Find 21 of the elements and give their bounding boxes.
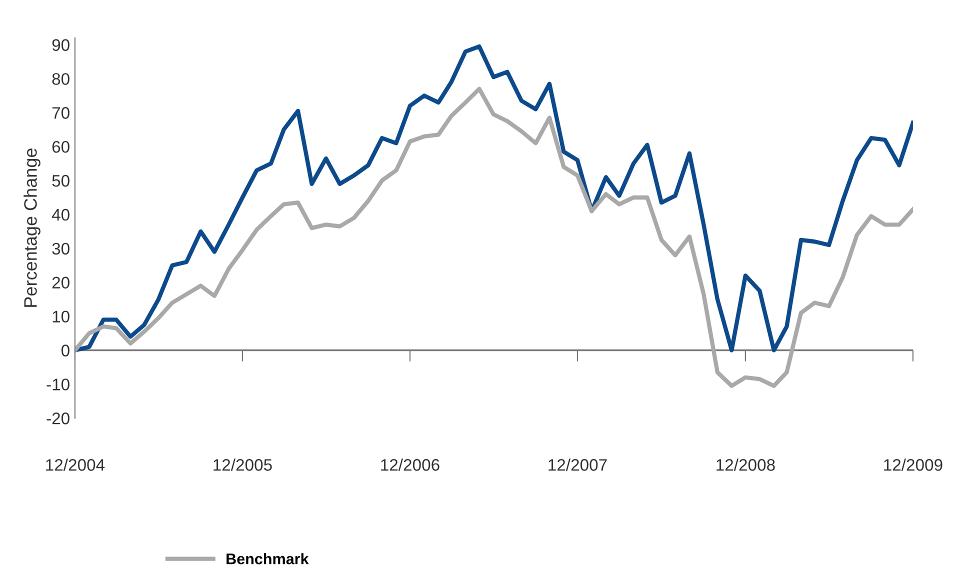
x-tick-label: 12/2009 bbox=[884, 458, 942, 471]
line-series bbox=[74, 86, 913, 388]
y-tick-label: 50 bbox=[52, 174, 70, 187]
x-tick-label: 12/2006 bbox=[381, 458, 440, 471]
y-tick-label: 60 bbox=[52, 140, 70, 153]
y-tick-label: 80 bbox=[52, 73, 70, 85]
x-tick-label: 12/2008 bbox=[716, 458, 775, 471]
y-tick-label: 20 bbox=[52, 276, 70, 289]
y-tick-label: 10 bbox=[52, 310, 70, 323]
y-tick-label: 0 bbox=[61, 344, 70, 356]
x-tick-label: 12/2004 bbox=[46, 458, 105, 471]
legend-label: Benchmark bbox=[226, 553, 309, 564]
y-tick-label: 70 bbox=[52, 107, 70, 119]
y-tick-label: -20 bbox=[46, 412, 70, 424]
y-tick-label: 90 bbox=[52, 39, 70, 51]
y-tick-label: -10 bbox=[46, 378, 70, 390]
x-tick-label: 12/2007 bbox=[548, 458, 607, 471]
x-tick-label: 12/2005 bbox=[214, 458, 272, 471]
y-tick-label: 30 bbox=[52, 242, 70, 255]
y-axis-title: Percentage Change bbox=[24, 148, 40, 307]
y-tick-label: 40 bbox=[52, 208, 70, 221]
